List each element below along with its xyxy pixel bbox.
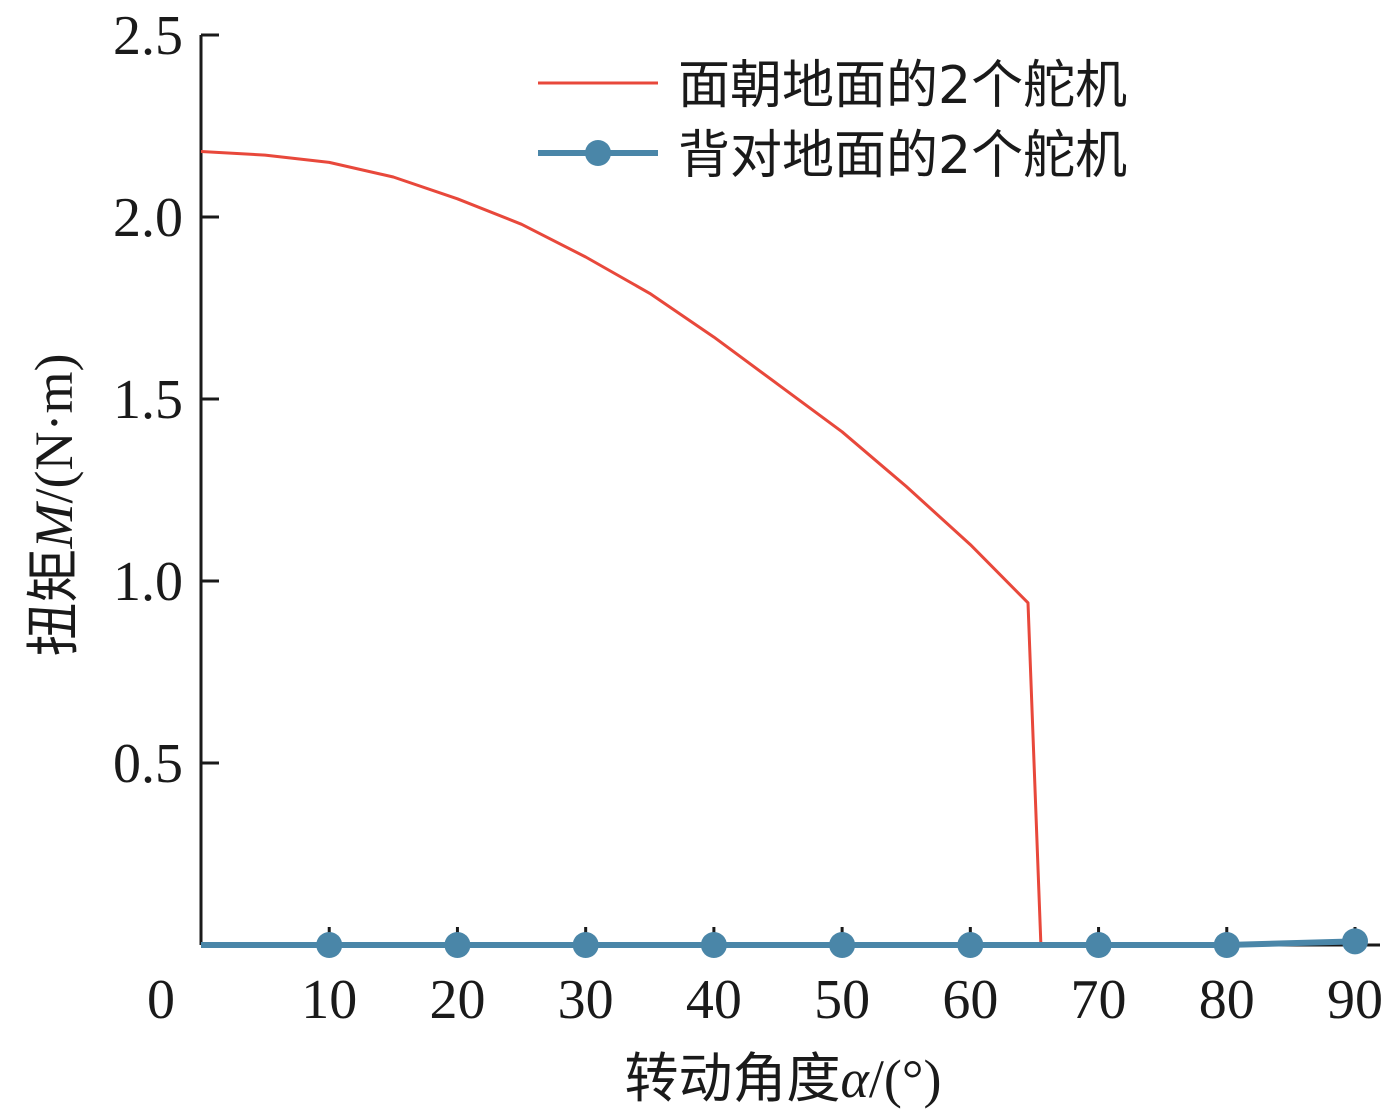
series-2-point [1342, 928, 1368, 955]
series-2-point [444, 932, 471, 958]
x-tick-label: 50 [814, 969, 870, 1031]
x-tick-label: 20 [429, 969, 485, 1031]
y-tick-label: 0.5 [113, 733, 183, 795]
y-axis-title-suffix: /(N·m) [24, 354, 84, 504]
series-2-point [572, 932, 599, 958]
y-tick-label: 2.0 [113, 187, 183, 249]
x-axis-title: 转动角度α/(°) [625, 1047, 942, 1110]
y-tick-label: 1.0 [113, 551, 183, 613]
legend-label-1: 面朝地面的2个舵机 [678, 56, 1127, 116]
y-tick-label: 1.5 [113, 369, 183, 431]
x-axis-title-prefix: 转动角度 [625, 1047, 841, 1110]
x-axis-title-suffix: /(°) [869, 1049, 942, 1109]
series-2-point [1085, 932, 1112, 958]
x-tick-label: 80 [1199, 969, 1255, 1031]
axes: 0.5 1.0 1.5 2.0 2.5 0 10 20 30 40 50 60 70 80 90 [113, 5, 1383, 1031]
y-tick-label: 2.5 [113, 5, 183, 67]
y-axis-title: 扭矩M/(N·m) [22, 354, 85, 657]
series-line-2 [201, 938, 1356, 948]
legend-label-2: 背对地面的2个舵机 [678, 126, 1127, 186]
series-2-point [316, 932, 343, 958]
x-axis-title-symbol: α [841, 1049, 871, 1109]
x-tick-label: 40 [686, 969, 742, 1031]
x-tick-label: 70 [1071, 969, 1127, 1031]
x-tick-label: 30 [558, 969, 614, 1031]
series-2-point [829, 932, 856, 958]
y-axis-title-symbol: M [24, 500, 84, 549]
series-layer [200, 150, 1356, 948]
x-tick-label: 10 [301, 969, 357, 1031]
x-tick-label: 60 [942, 969, 998, 1031]
y-axis-title-prefix: 扭矩 [22, 548, 85, 656]
markers-layer [316, 928, 1368, 958]
x-tick-label: 0 [147, 969, 175, 1031]
series-2-point [1213, 932, 1240, 958]
series-line-1 [200, 150, 1043, 946]
series-2-point [700, 932, 727, 958]
legend-marker-2 [585, 140, 611, 166]
x-tick-label: 90 [1327, 969, 1383, 1031]
series-2-point [957, 932, 984, 958]
